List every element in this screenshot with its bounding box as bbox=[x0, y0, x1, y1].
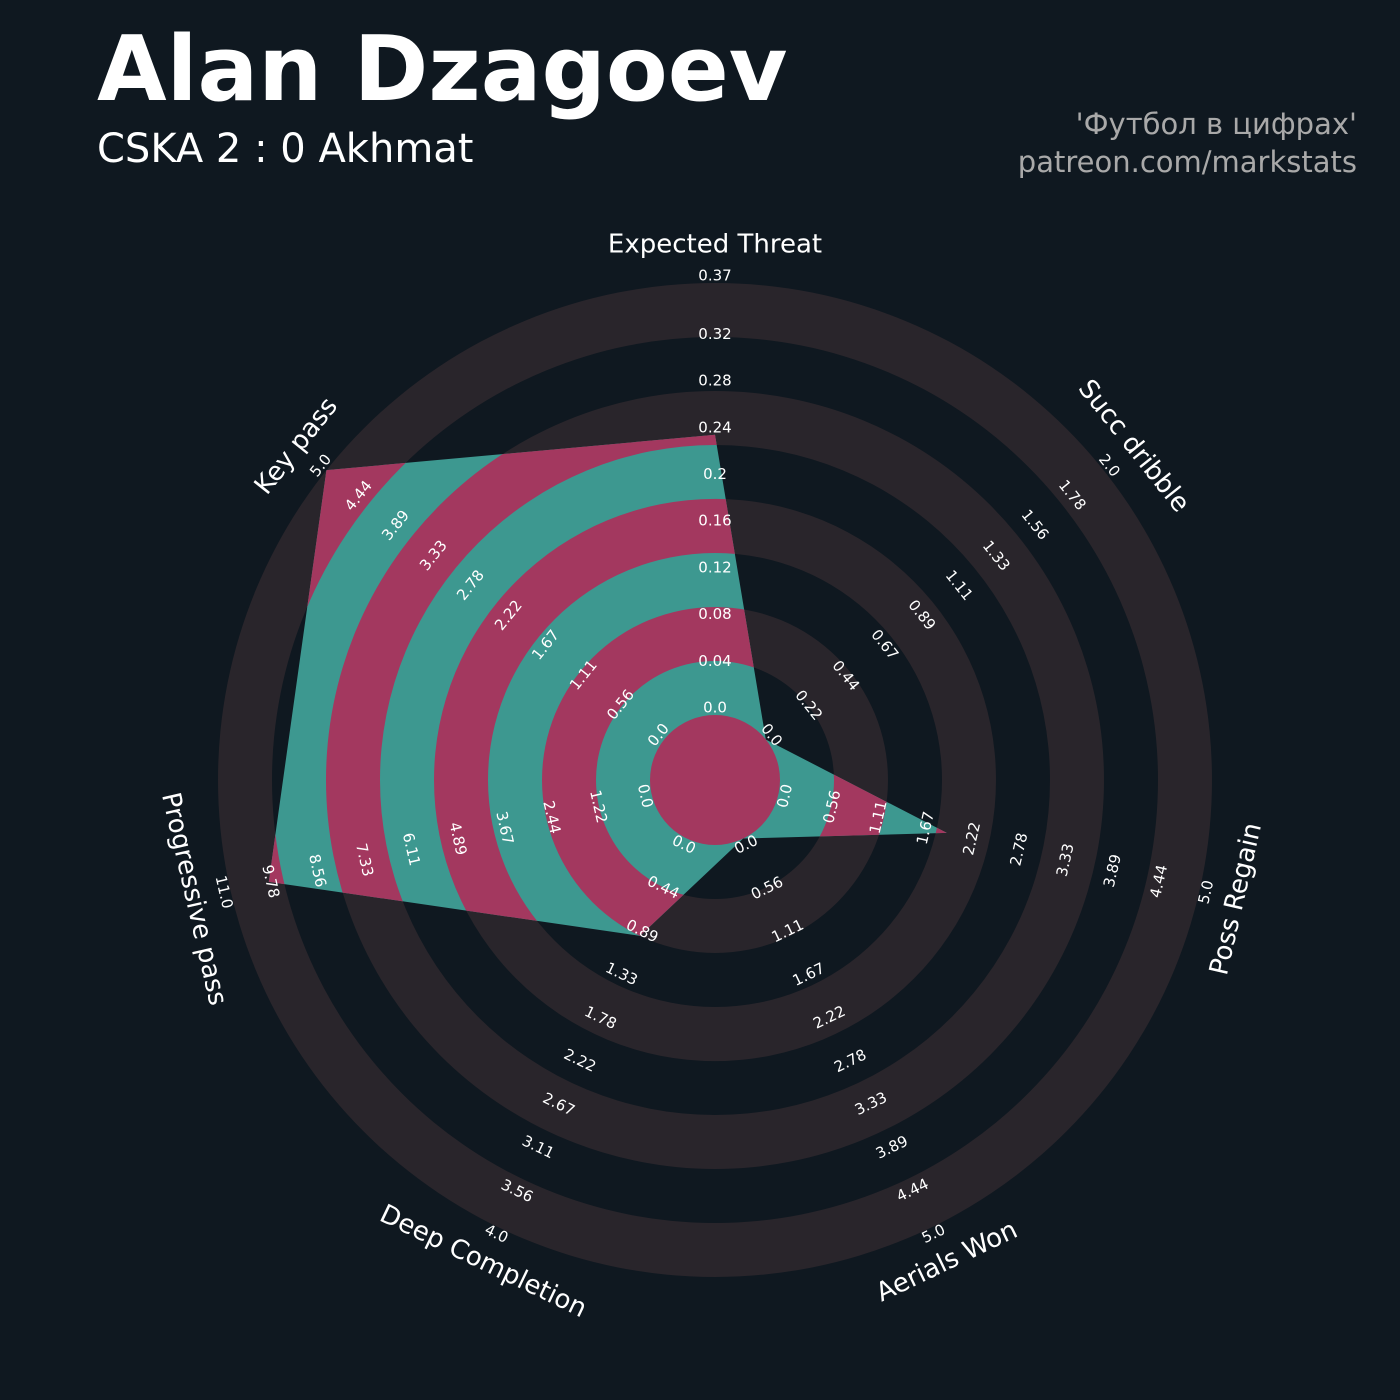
tick-label: 0.16 bbox=[698, 512, 731, 530]
tick-label: 0.28 bbox=[698, 372, 731, 390]
tick-label: 0.0 bbox=[773, 782, 796, 809]
chart-subtitle: CSKA 2 : 0 Akhmat bbox=[97, 126, 473, 172]
axis-label: Expected Threat bbox=[608, 230, 822, 260]
tick-label: 0.12 bbox=[698, 558, 731, 576]
tick-label: 0.2 bbox=[703, 465, 727, 483]
tick-label: 0.08 bbox=[698, 605, 731, 623]
chart-title: Alan Dzagoev bbox=[97, 17, 787, 122]
radar: 0.0 0.04 0.08 0.12 0.16 0.2 0.24 0.28 0.32 0.37 Ex… bbox=[155, 230, 1268, 1325]
tick-label: 0.37 bbox=[698, 267, 731, 285]
radar-area-ring bbox=[650, 715, 780, 845]
credit: 'Футбол в цифрах' bbox=[1076, 107, 1357, 141]
tick-label: 0.32 bbox=[698, 325, 731, 343]
tick-label: 5.0 bbox=[1194, 878, 1217, 905]
tick-label: 0.04 bbox=[698, 652, 731, 670]
tick-label: 0.24 bbox=[698, 418, 731, 436]
tick-label: 0.0 bbox=[703, 699, 727, 717]
credit: patreon.com/markstats bbox=[1018, 145, 1357, 179]
tick-label: 0.0 bbox=[634, 782, 657, 809]
